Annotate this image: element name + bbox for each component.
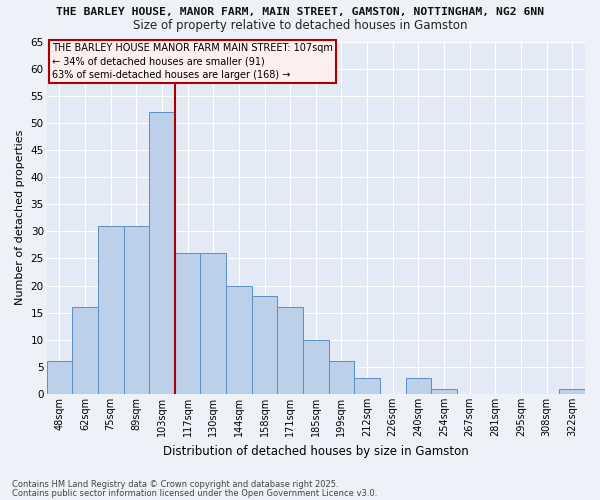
Bar — [200, 253, 226, 394]
Bar — [406, 378, 431, 394]
Bar — [303, 340, 329, 394]
Y-axis label: Number of detached properties: Number of detached properties — [15, 130, 25, 306]
X-axis label: Distribution of detached houses by size in Gamston: Distribution of detached houses by size … — [163, 444, 469, 458]
Bar — [251, 296, 277, 394]
Text: THE BARLEY HOUSE, MANOR FARM, MAIN STREET, GAMSTON, NOTTINGHAM, NG2 6NN: THE BARLEY HOUSE, MANOR FARM, MAIN STREE… — [56, 8, 544, 18]
Text: THE BARLEY HOUSE MANOR FARM MAIN STREET: 107sqm
← 34% of detached houses are sma: THE BARLEY HOUSE MANOR FARM MAIN STREET:… — [52, 44, 333, 80]
Bar — [329, 362, 354, 394]
Bar — [124, 226, 149, 394]
Bar — [47, 362, 72, 394]
Text: Size of property relative to detached houses in Gamston: Size of property relative to detached ho… — [133, 19, 467, 32]
Bar — [431, 388, 457, 394]
Text: Contains HM Land Registry data © Crown copyright and database right 2025.: Contains HM Land Registry data © Crown c… — [12, 480, 338, 489]
Bar — [72, 307, 98, 394]
Bar — [559, 388, 585, 394]
Bar — [98, 226, 124, 394]
Bar — [226, 286, 251, 394]
Bar — [149, 112, 175, 394]
Bar — [277, 307, 303, 394]
Text: Contains public sector information licensed under the Open Government Licence v3: Contains public sector information licen… — [12, 488, 377, 498]
Bar — [354, 378, 380, 394]
Bar — [175, 253, 200, 394]
